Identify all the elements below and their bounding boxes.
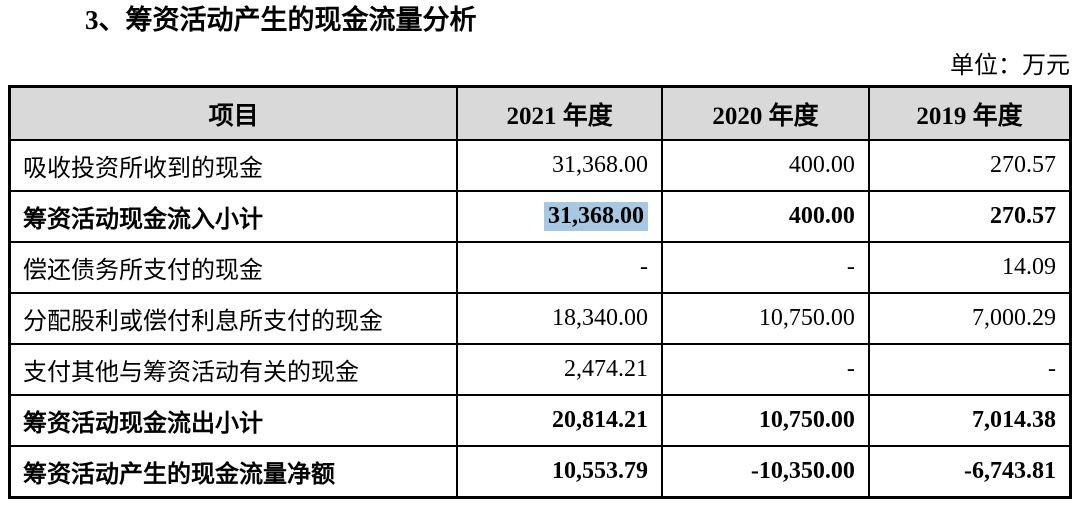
value-2020: - <box>661 343 870 396</box>
value-2020: -10,350.00 <box>661 445 870 499</box>
value-2021: 31,368.00 <box>456 190 663 243</box>
table-row: 筹资活动现金流入小计 31,368.00 400.00 270.57 <box>8 190 1072 243</box>
value-2021: - <box>456 241 663 294</box>
header-cell-2020: 2020 年度 <box>661 85 870 141</box>
row-label: 筹资活动产生的现金流量净额 <box>8 445 459 499</box>
row-label: 筹资活动现金流出小计 <box>8 394 459 447</box>
value-2020: - <box>661 241 870 294</box>
unit-label: 单位：万元 <box>950 53 1070 79</box>
value-2019: 270.57 <box>867 190 1072 243</box>
table-row: 偿还债务所支付的现金 - - 14.09 <box>8 241 1072 294</box>
row-label: 支付其他与筹资活动有关的现金 <box>8 343 459 396</box>
value-2019: 7,014.38 <box>867 394 1072 447</box>
table-row: 分配股利或偿付利息所支付的现金 18,340.00 10,750.00 7,00… <box>8 292 1072 345</box>
table-row: 吸收投资所收到的现金 31,368.00 400.00 270.57 <box>8 139 1072 192</box>
row-label: 偿还债务所支付的现金 <box>8 241 459 294</box>
table-row: 筹资活动产生的现金流量净额 10,553.79 -10,350.00 -6,74… <box>8 445 1072 499</box>
section-title: 3、筹资活动产生的现金流量分析 <box>85 5 477 35</box>
value-2020: 400.00 <box>661 139 870 192</box>
table-row: 筹资活动现金流出小计 20,814.21 10,750.00 7,014.38 <box>8 394 1072 447</box>
value-2020: 400.00 <box>661 190 870 243</box>
row-label: 筹资活动现金流入小计 <box>8 190 459 243</box>
financing-cash-flow-table: 项目 2021 年度 2020 年度 2019 年度 吸收投资所收到的现金 31… <box>8 85 1072 499</box>
value-2019: -6,743.81 <box>867 445 1072 499</box>
value-2021: 31,368.00 <box>456 139 663 192</box>
value-2019: - <box>867 343 1072 396</box>
selected-value-highlight[interactable]: 31,368.00 <box>544 202 648 231</box>
value-2021: 20,814.21 <box>456 394 663 447</box>
value-2019: 7,000.29 <box>867 292 1072 345</box>
header-cell-item: 项目 <box>8 85 459 141</box>
value-2020: 10,750.00 <box>661 292 870 345</box>
value-2021: 10,553.79 <box>456 445 663 499</box>
row-label: 吸收投资所收到的现金 <box>8 139 459 192</box>
header-cell-2021: 2021 年度 <box>456 85 663 141</box>
header-cell-2019: 2019 年度 <box>867 85 1072 141</box>
value-2021: 18,340.00 <box>456 292 663 345</box>
row-label: 分配股利或偿付利息所支付的现金 <box>8 292 459 345</box>
value-2021: 2,474.21 <box>456 343 663 396</box>
table-row: 支付其他与筹资活动有关的现金 2,474.21 - - <box>8 343 1072 396</box>
value-2020: 10,750.00 <box>661 394 870 447</box>
value-2019: 270.57 <box>867 139 1072 192</box>
value-2019: 14.09 <box>867 241 1072 294</box>
table-header-row: 项目 2021 年度 2020 年度 2019 年度 <box>8 85 1072 141</box>
